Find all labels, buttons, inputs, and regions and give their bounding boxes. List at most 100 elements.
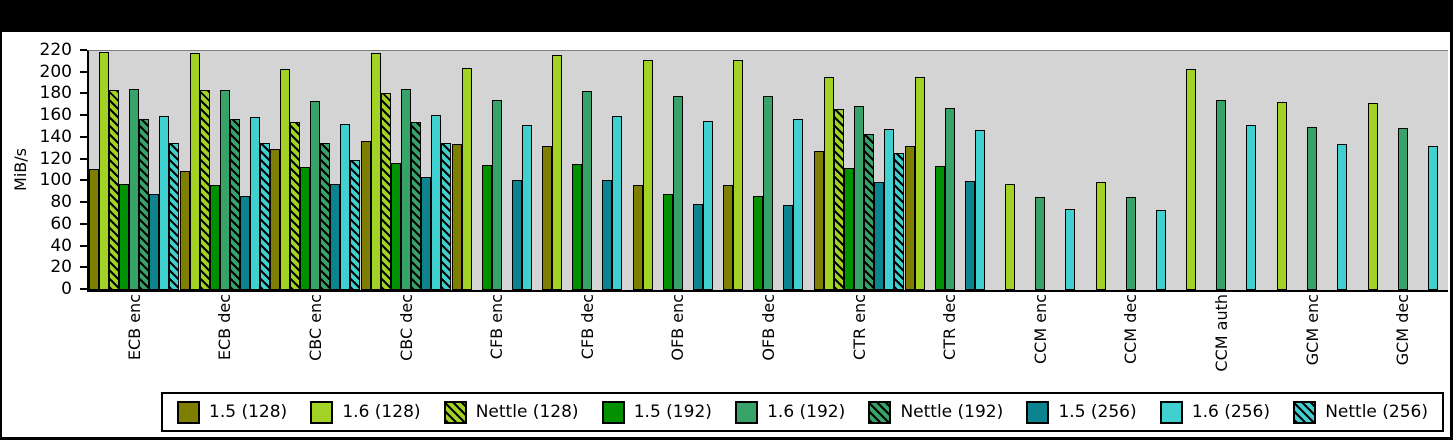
bar — [229, 119, 240, 290]
x-tick-label: GCM dec — [1393, 294, 1413, 366]
bar-slot — [441, 51, 452, 290]
legend-label: 1.6 (192) — [767, 402, 846, 422]
bar-slot — [89, 51, 100, 290]
bar-groups — [89, 51, 1448, 290]
bar-slot — [1065, 51, 1076, 290]
bar-slot — [974, 51, 985, 290]
y-tick-mark — [80, 114, 87, 117]
bar-slot — [129, 51, 140, 290]
bar — [1125, 196, 1136, 290]
bar-slot — [310, 51, 321, 290]
bar-slot — [1136, 51, 1146, 290]
bar — [330, 183, 341, 290]
bar — [401, 89, 412, 290]
bar-group — [723, 51, 814, 290]
legend-item: 1.6 (128) — [310, 400, 421, 424]
bar — [1277, 102, 1288, 290]
bar-slot — [1206, 51, 1216, 290]
bar — [1095, 182, 1106, 290]
y-tick-label: 100 — [39, 170, 72, 191]
bar — [1427, 145, 1438, 290]
y-tick-label: 120 — [39, 148, 72, 169]
bar-slot — [1035, 51, 1046, 290]
bar-slot — [239, 51, 250, 290]
legend-item: Nettle (192) — [868, 400, 1004, 424]
bar — [814, 150, 825, 290]
bar-slot — [1045, 51, 1055, 290]
bar-slot — [1307, 51, 1318, 290]
bar-slot — [864, 51, 875, 290]
legend-label: 1.5 (128) — [209, 402, 288, 422]
bar — [159, 116, 170, 290]
bar-slot — [1086, 51, 1096, 290]
bar-slot — [1427, 51, 1438, 290]
bar — [461, 68, 472, 290]
legend-item: 1.5 (192) — [601, 400, 712, 424]
bar-slot — [592, 51, 602, 290]
bar-slot — [491, 51, 502, 290]
x-tick-cell: ECB dec — [180, 294, 271, 389]
bar-group — [814, 51, 905, 290]
bar-slot — [582, 51, 593, 290]
bar-slot — [884, 51, 895, 290]
bar — [411, 121, 422, 290]
bar-slot — [350, 51, 361, 290]
bar-group — [1176, 51, 1267, 290]
y-tick-label: 40 — [50, 235, 72, 256]
x-tick-cell: ECB enc — [89, 294, 180, 389]
bar-slot — [340, 51, 351, 290]
legend-label: Nettle (256) — [1325, 402, 1428, 422]
bar-slot — [280, 51, 291, 290]
bar — [270, 148, 281, 290]
bar-slot — [844, 51, 855, 290]
bar-slot — [411, 51, 422, 290]
bar-slot — [1358, 51, 1368, 290]
bar-slot — [1095, 51, 1106, 290]
bar-slot — [955, 51, 965, 290]
bar-slot — [472, 51, 482, 290]
bar — [1246, 124, 1257, 290]
bar-slot — [632, 51, 643, 290]
legend-swatch — [177, 400, 200, 424]
bar — [884, 129, 895, 290]
bar-slot — [783, 51, 794, 290]
x-tick-cell: CBC enc — [270, 294, 361, 389]
y-tick-mark — [80, 244, 87, 247]
x-tick-label: ECB dec — [215, 294, 235, 361]
plot-area — [87, 50, 1448, 292]
bar-slot — [1116, 51, 1126, 290]
bar-slot — [320, 51, 331, 290]
bar-slot — [602, 51, 613, 290]
x-tick-cell: GCM enc — [1267, 294, 1358, 389]
bar-slot — [702, 51, 713, 290]
legend-swatch — [735, 400, 759, 424]
bar — [239, 195, 250, 290]
bar-slot — [653, 51, 663, 290]
bar — [310, 100, 321, 290]
bar-slot — [552, 51, 563, 290]
chart-frame: MiB/s 0 20 40 60 80 100 120 140 160 180 200 220 ECB… — [2, 32, 1450, 437]
bar — [340, 123, 351, 290]
bar-slot — [521, 51, 532, 290]
bar-slot — [1317, 51, 1327, 290]
bar — [431, 115, 442, 290]
bar — [451, 144, 462, 290]
x-tick-label: ECB enc — [124, 294, 144, 361]
bar — [964, 181, 975, 290]
bar-slot — [743, 51, 753, 290]
bar-slot — [1337, 51, 1348, 290]
bar-slot — [532, 51, 542, 290]
y-tick-mark — [80, 179, 87, 182]
bar — [119, 183, 130, 290]
bar — [371, 53, 382, 290]
bar-slot — [1347, 51, 1357, 290]
legend-swatch — [443, 400, 467, 424]
bar — [692, 204, 703, 290]
legend-label: Nettle (192) — [900, 402, 1004, 422]
bar-slot — [330, 51, 341, 290]
bar-slot — [894, 51, 905, 290]
x-tick-cell: CFB enc — [451, 294, 542, 389]
x-tick-cell: CCM dec — [1086, 294, 1177, 389]
y-tick-mark — [80, 135, 87, 138]
bar-slot — [391, 51, 402, 290]
